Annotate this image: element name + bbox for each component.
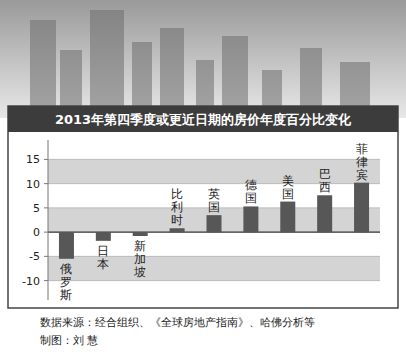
building (160, 28, 184, 118)
category-label: 美国 (282, 174, 294, 201)
y-tick (44, 256, 48, 257)
annotation: 制图：刘 慧 (40, 334, 99, 347)
category-label: 日本 (97, 244, 109, 271)
bar (243, 206, 258, 232)
category-label-char: 美 (282, 174, 294, 188)
bar (207, 215, 222, 232)
category-label-char: 律 (356, 155, 368, 169)
bar (170, 228, 185, 232)
category-label-char: 利 (171, 200, 183, 214)
bar (280, 202, 295, 233)
category-label-char: 时 (171, 213, 183, 227)
grid-line (48, 159, 380, 160)
category-label: 德国 (245, 178, 257, 205)
y-tick-label: 5 (33, 202, 40, 215)
grid-line (48, 280, 380, 281)
category-label-char: 国 (282, 187, 294, 201)
category-label-char: 新 (134, 239, 146, 253)
category-label-char: 巴 (319, 167, 331, 181)
bar (59, 232, 74, 259)
category-label-char: 国 (208, 200, 220, 214)
category-label-char: 德 (245, 178, 257, 192)
y-axis (48, 140, 49, 300)
y-tick (44, 207, 48, 208)
title: 2013年第四季度或更近日期的房价年度百分比变化 (55, 112, 352, 127)
category-label-char: 国 (245, 191, 257, 205)
grid-band (48, 256, 380, 280)
bar (354, 183, 369, 232)
bar (96, 232, 111, 241)
y-tick (44, 232, 48, 233)
y-tick-label: 10 (26, 178, 40, 191)
category-label-char: 英 (208, 187, 220, 201)
y-tick (44, 280, 48, 281)
category-label-char: 菲 (356, 142, 368, 156)
title-bar (8, 106, 398, 132)
category-label: 新加坡 (133, 239, 146, 279)
category-label-char: 俄 (60, 262, 72, 276)
bar (317, 195, 332, 232)
category-label: 巴西 (319, 167, 331, 194)
category-label-char: 日 (97, 244, 109, 258)
category-label-char: 坡 (133, 265, 146, 279)
panel (8, 106, 398, 308)
y-tick (44, 159, 48, 160)
category-label-char: 斯 (60, 288, 72, 302)
annotation: 数据来源：经合组织、《全球房地产指南》、哈佛分析等 (40, 316, 315, 329)
category-label: 比利时 (171, 187, 183, 227)
category-label-char: 本 (97, 257, 109, 271)
building (90, 10, 124, 118)
category-label-char: 宾 (356, 168, 368, 182)
category-label-char: 罗 (60, 275, 72, 289)
y-tick-label: 0 (33, 226, 40, 239)
bar (133, 232, 148, 236)
y-tick-label: -10 (22, 275, 40, 288)
category-label: 菲律宾 (356, 142, 368, 182)
category-label: 英国 (208, 187, 220, 214)
category-label-char: 加 (134, 252, 146, 266)
background-photo (0, 0, 406, 118)
y-tick (44, 183, 48, 184)
category-label-char: 比 (171, 187, 183, 201)
building (30, 20, 56, 118)
category-label: 俄罗斯 (60, 262, 72, 302)
y-tick-label: 15 (26, 153, 40, 166)
chart-root: 2013年第四季度或更近日期的房价年度百分比变化 -10 -5 0 5 10 15 俄罗斯 日本… (0, 0, 406, 355)
y-tick-label: -5 (29, 250, 40, 263)
category-label-char: 西 (319, 180, 331, 194)
